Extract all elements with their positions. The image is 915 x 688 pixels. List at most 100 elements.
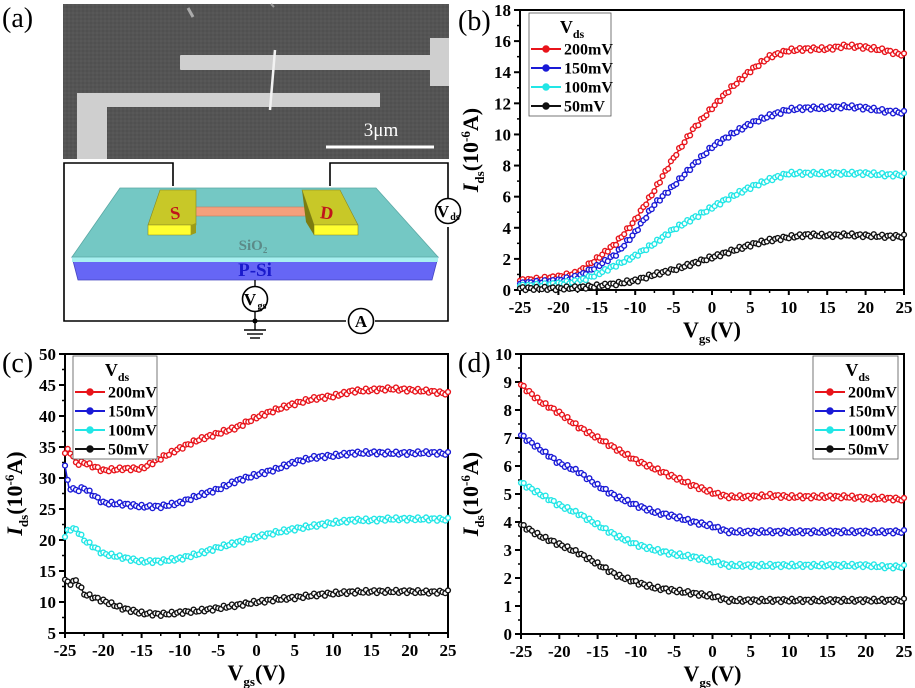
y-tick-label: 5	[48, 624, 57, 643]
x-tick-label: 25	[896, 298, 913, 317]
x-tick-label: -10	[625, 642, 648, 661]
y-tick-label: 0	[504, 625, 513, 644]
data-point	[86, 487, 93, 494]
y-tick-label: 40	[39, 407, 56, 426]
y-tick-label: 18	[494, 1, 511, 20]
data-point	[648, 206, 655, 213]
data-point	[550, 497, 557, 505]
data-point	[594, 480, 601, 488]
data-point	[86, 539, 93, 546]
svg-text:V: V	[437, 202, 450, 221]
x-tick-label: 10	[781, 642, 798, 661]
x-tick-label: -5	[667, 298, 681, 317]
y-tick-label: 2	[503, 250, 512, 269]
legend-label: 50mV	[848, 442, 889, 459]
series-100mV	[61, 514, 452, 567]
data-point	[678, 143, 685, 150]
data-point	[528, 390, 536, 398]
legend-marker	[542, 45, 550, 53]
y-tick-label: 4	[503, 219, 512, 238]
x-tick-label: -15	[585, 298, 608, 317]
data-point	[648, 192, 655, 199]
data-point	[681, 139, 688, 146]
data-point	[165, 451, 173, 458]
x-tick-label: 20	[401, 641, 418, 660]
data-point	[86, 460, 93, 467]
panel-label: (c)	[2, 348, 33, 379]
x-tick-label: 20	[857, 298, 874, 317]
data-point	[725, 134, 732, 141]
data-point	[61, 450, 69, 457]
data-point	[643, 201, 650, 208]
y-tick-label: 5	[504, 485, 513, 504]
y-tick-label: 10	[495, 345, 512, 364]
data-point	[624, 535, 631, 543]
y-tick-label: 8	[504, 401, 513, 420]
circuit-wire-right	[329, 162, 449, 203]
data-point	[572, 507, 579, 515]
data-point	[681, 171, 688, 178]
series-150mV	[516, 101, 908, 289]
circuit-wire-left	[63, 162, 228, 322]
y-tick-label: 1	[504, 597, 513, 616]
series-150mV	[61, 448, 452, 512]
data-point	[594, 559, 601, 566]
legend-label: 100mV	[108, 423, 157, 440]
data-point	[900, 494, 908, 502]
data-point	[564, 414, 571, 421]
legend-label: 200mV	[848, 385, 897, 402]
y-tick-label: 6	[504, 457, 513, 476]
data-point	[643, 247, 650, 254]
data-point	[739, 76, 746, 83]
x-tick-label: 0	[708, 298, 717, 317]
data-point	[656, 197, 664, 204]
data-point	[580, 552, 588, 559]
data-point	[673, 181, 680, 188]
x-axis-title: Vgs(V)	[683, 317, 741, 346]
y-tick-label: 4	[504, 513, 513, 532]
data-point	[626, 236, 633, 244]
data-point	[900, 107, 908, 115]
y-tick-label: 6	[503, 188, 512, 207]
x-tick-label: -25	[509, 298, 532, 317]
series-200mV	[61, 384, 452, 475]
x-tick-label: -15	[586, 642, 609, 661]
data-point	[534, 394, 541, 401]
data-point	[542, 400, 549, 407]
data-point	[116, 602, 123, 609]
data-point	[572, 546, 579, 554]
series-50mV	[517, 521, 908, 606]
data-point	[444, 587, 452, 594]
legend-label: 50mV	[108, 442, 149, 459]
data-point	[708, 106, 716, 113]
data-point	[61, 533, 69, 541]
legend-marker	[826, 426, 834, 434]
data-point	[157, 456, 164, 463]
panel-label: (d)	[458, 348, 491, 379]
series-100mV	[517, 479, 908, 572]
data-point	[94, 545, 101, 552]
svg-text:gs: gs	[258, 301, 267, 312]
panel-label-a: (a)	[2, 3, 33, 34]
data-point	[217, 486, 225, 493]
data-point	[725, 196, 732, 203]
x-tick-label: -15	[130, 641, 153, 660]
data-point	[572, 465, 579, 473]
data-point	[733, 80, 740, 87]
data-point	[239, 422, 246, 430]
data-point	[695, 213, 702, 221]
ammeter-icon: A	[347, 307, 375, 335]
x-tick-label: -5	[211, 641, 225, 660]
legend-title: Vds	[845, 360, 870, 384]
legend-marker	[826, 445, 834, 453]
x-tick-label: -25	[54, 641, 77, 660]
legend-marker	[86, 445, 94, 453]
series-150mV	[517, 432, 908, 537]
svg-text:ds: ds	[450, 212, 460, 223]
x-tick-label: 20	[857, 642, 874, 661]
y-tick-label: 8	[503, 157, 512, 176]
legend-title: Vds	[105, 360, 130, 384]
